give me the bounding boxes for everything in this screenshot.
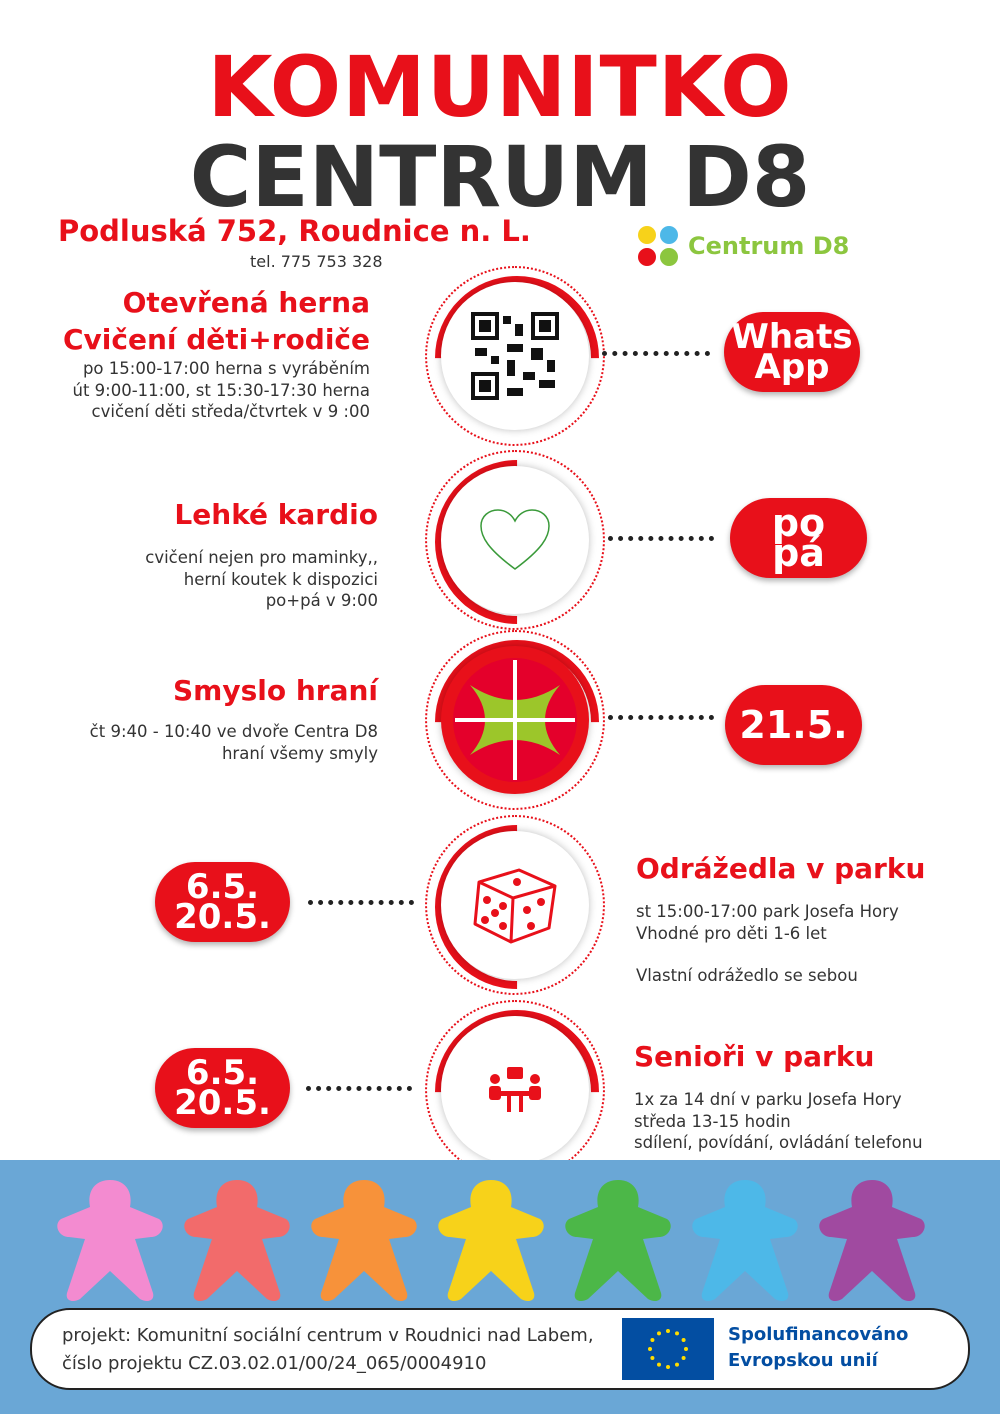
- event-line: po 15:00-17:00 herna s vyráběním: [82, 359, 370, 378]
- phone: tel. 775 753 328: [250, 252, 383, 271]
- dotted-connector: [602, 351, 710, 356]
- timeline-circle: [401, 426, 633, 658]
- dotted-connector: [608, 715, 714, 720]
- event-title: Senioři v parku: [634, 1040, 875, 1073]
- ball-icon: [453, 658, 577, 782]
- event-line: herní koutek k dispozici: [183, 569, 378, 589]
- event-line: cvičení děti středa/čtvrtek v 9 :00: [91, 402, 370, 421]
- meeple-icon: [690, 1175, 800, 1305]
- title-komunitko: KOMUNITKO: [207, 38, 793, 136]
- logo-text: Centrum D8: [688, 232, 850, 260]
- footer-box: [30, 1308, 970, 1390]
- event-title: Smyslo hraní: [172, 674, 378, 707]
- qr-code-icon[interactable]: [471, 312, 559, 400]
- eu-line: Evropskou unií: [728, 1350, 878, 1371]
- meeple-icon: [817, 1175, 927, 1305]
- project-number: číslo projektu CZ.03.02.01/00/24_065/000…: [62, 1353, 487, 1374]
- event-line: sdílení, povídání, ovládání telefonu: [634, 1133, 923, 1152]
- event-line: Vlastní odrážedlo se sebou: [636, 966, 858, 985]
- date-badge: 6.5. 20.5.: [155, 862, 290, 942]
- event-line: středa 13-15 hodin: [634, 1111, 791, 1131]
- dotted-connector: [306, 1086, 412, 1091]
- meeple-icon: [182, 1175, 292, 1305]
- meeple-icon: [309, 1175, 419, 1305]
- event-title-2: Cvičení děti+rodiče: [62, 323, 370, 356]
- event-seniors-park: Senioři v parku 1x za 14 dní v parku Jos…: [634, 1038, 923, 1154]
- timeline-circle: [401, 976, 633, 1208]
- logo: Centrum D8: [636, 224, 849, 268]
- timeline-circle: [401, 606, 633, 838]
- event-balance-bikes: Odrážedla v parku st 15:00-17:00 park Jo…: [636, 850, 925, 987]
- people-icon: [489, 1067, 541, 1112]
- dotted-connector: [308, 900, 414, 905]
- event-line: út 9:00-11:00, st 15:30-17:30 herna: [72, 380, 371, 400]
- days-badge: po pá: [730, 498, 867, 578]
- event-line: st 15:00-17:00 park Josefa Hory: [636, 902, 899, 921]
- meeple-icon: [563, 1175, 673, 1305]
- project-info: projekt: Komunitní sociální centrum v Ro…: [62, 1322, 594, 1378]
- title-centrum: CENTRUM D8: [189, 128, 811, 226]
- event-line: Vhodné pro děti 1-6 let: [636, 923, 827, 943]
- eu-line: Spolufinancováno: [728, 1324, 909, 1345]
- project-name: projekt: Komunitní sociální centrum v Ro…: [62, 1325, 594, 1346]
- event-sensory-play: Smyslo hraní čt 9:40 - 10:40 ve dvoře Ce…: [90, 672, 378, 764]
- dice-icon: [473, 868, 557, 944]
- date-badge: 21.5.: [725, 685, 862, 765]
- meeple-icon: [436, 1175, 546, 1305]
- flower-logo-icon: [638, 226, 678, 266]
- dotted-connector: [608, 536, 714, 541]
- event-line: čt 9:40 - 10:40 ve dvoře Centra D8: [89, 722, 378, 741]
- eu-flag-icon: [622, 1318, 714, 1380]
- heart-icon: [480, 509, 550, 570]
- event-line: cvičení nejen pro maminky,,: [145, 548, 378, 567]
- event-title: Otevřená herna: [122, 286, 370, 319]
- address: Podluská 752, Roudnice n. L.: [58, 214, 531, 248]
- event-line: [636, 944, 925, 965]
- event-line: hraní všemy smyly: [221, 743, 378, 763]
- event-line: 1x za 14 dní v parku Josefa Hory: [634, 1090, 902, 1109]
- meeple-icon: [55, 1175, 165, 1305]
- date-badge: 6.5. 20.5.: [155, 1048, 290, 1128]
- event-title: Lehké kardio: [174, 498, 378, 531]
- event-light-cardio: Lehké kardio cvičení nejen pro maminky,,…: [145, 496, 378, 612]
- timeline-circle: [401, 791, 633, 1023]
- timeline-circle: [401, 242, 633, 474]
- whatsapp-button[interactable]: Whats App: [724, 312, 860, 392]
- event-line: po+pá v 9:00: [265, 591, 378, 610]
- event-title: Odrážedla v parku: [636, 852, 926, 885]
- event-open-playroom: Otevřená herna Cvičení děti+rodiče po 15…: [63, 284, 370, 423]
- eu-cofinanced: Spolufinancováno Evropskou unií: [728, 1322, 908, 1374]
